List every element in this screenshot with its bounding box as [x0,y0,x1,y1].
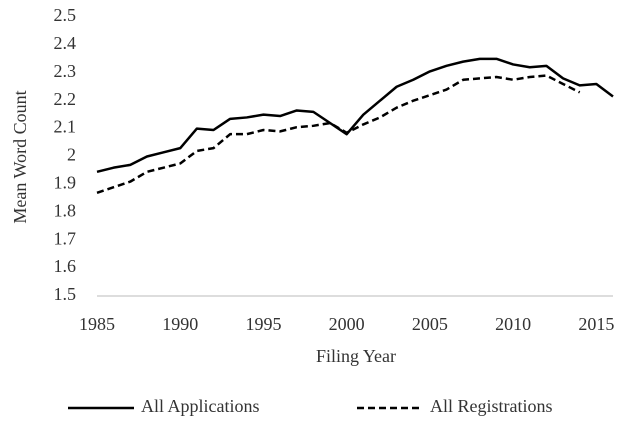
y-tick-label: 2.5 [54,5,77,25]
y-tick-label: 1.8 [54,200,77,220]
y-tick-label: 2 [67,145,76,165]
y-tick-label: 2.2 [54,89,77,109]
legend-label: All Registrations [430,396,553,416]
y-axis-label: Mean Word Count [10,90,30,223]
y-tick-label: 2.1 [54,117,77,137]
x-tick-label: 2000 [329,314,365,334]
x-tick-label: 2005 [412,314,448,334]
x-tick-label: 1985 [79,314,115,334]
x-tick-label: 2015 [578,314,614,334]
y-tick-label: 1.6 [54,256,77,276]
line-series [96,74,581,194]
y-tick-label: 2.3 [54,61,77,81]
y-tick-label: 2.4 [54,33,77,53]
line-series [96,57,614,174]
y-tick-label: 1.9 [54,173,77,193]
x-tick-label: 1995 [245,314,281,334]
x-tick-label: 2010 [495,314,531,334]
y-tick-label: 1.5 [54,284,77,304]
y-tick-label: 1.7 [54,228,77,248]
x-tick-label: 1990 [162,314,198,334]
x-axis-label: Filing Year [316,346,396,366]
legend-label: All Applications [141,396,260,416]
